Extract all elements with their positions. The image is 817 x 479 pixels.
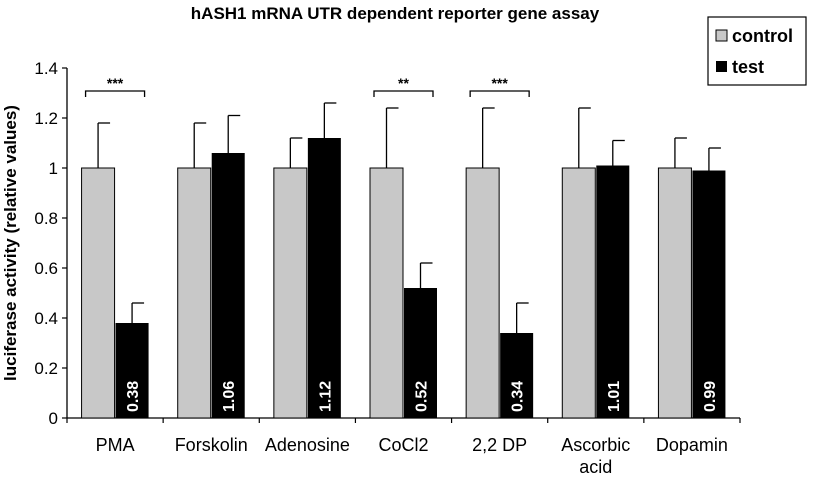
- x-category-label: Dopamin: [656, 435, 728, 455]
- x-category-label: Forskolin: [175, 435, 248, 455]
- x-category-label: PMA: [96, 435, 135, 455]
- y-tick-label: 0.6: [34, 259, 58, 278]
- test-bar-value-label: 1.12: [317, 381, 334, 412]
- test-bar: [115, 323, 149, 418]
- y-tick-label: 1.4: [34, 59, 58, 78]
- control-bar: [465, 167, 500, 419]
- test-bar-value-label: 1.01: [606, 381, 623, 412]
- x-category-label: 2,2 DP: [472, 435, 527, 455]
- x-category-label: Ascorbic: [561, 435, 630, 455]
- test-bar: [404, 288, 437, 418]
- significance-label: **: [398, 75, 409, 91]
- legend-box: [707, 16, 807, 86]
- y-tick-label: 1.2: [34, 109, 58, 128]
- legend-swatch-control: [715, 29, 728, 42]
- legend-swatch-test: [716, 61, 727, 72]
- y-tick-label: 0.2: [34, 359, 58, 378]
- x-category-label: CoCl2: [378, 435, 428, 455]
- significance-label: ***: [491, 75, 508, 91]
- control-bar: [561, 167, 596, 419]
- plot-area: 0 0.2 0.4 0.6 0.8 1 1.2 1.4 0.38 PMA 1.06 Forskolin…: [34, 59, 741, 477]
- significance-bracket: [373, 90, 434, 97]
- y-tick-label: 1: [49, 159, 58, 178]
- legend-label-test: test: [732, 57, 764, 77]
- test-bar-value-label: 0.38: [125, 381, 142, 412]
- x-category-label: acid: [579, 457, 612, 477]
- control-bar: [81, 167, 116, 419]
- test-bar: [692, 170, 726, 418]
- test-bar-value-label: 1.06: [221, 381, 238, 412]
- significance-bracket: [84, 90, 146, 97]
- significance-label: ***: [107, 75, 124, 91]
- y-tick-label: 0.8: [34, 209, 58, 228]
- test-bar: [211, 153, 245, 418]
- test-bar-value-label: 0.34: [510, 381, 527, 412]
- significance-bracket: [469, 90, 530, 97]
- control-bar: [657, 167, 692, 419]
- control-bar: [273, 167, 308, 419]
- legend-label-control: control: [732, 26, 793, 46]
- test-bar: [596, 165, 630, 418]
- x-category-label: Adenosine: [265, 435, 350, 455]
- test-bar: [307, 138, 341, 418]
- test-bar: [500, 333, 534, 418]
- legend: control test: [707, 16, 807, 86]
- control-bar: [369, 167, 404, 419]
- control-bar: [177, 167, 212, 419]
- test-bar-value-label: 0.52: [414, 381, 431, 412]
- y-axis-label: luciferase activity (relative values): [1, 105, 20, 381]
- y-tick-label: 0.4: [34, 309, 58, 328]
- test-bar-value-label: 0.99: [702, 381, 719, 412]
- chart-title: hASH1 mRNA UTR dependent reporter gene a…: [191, 4, 600, 23]
- y-tick-label: 0: [49, 409, 58, 428]
